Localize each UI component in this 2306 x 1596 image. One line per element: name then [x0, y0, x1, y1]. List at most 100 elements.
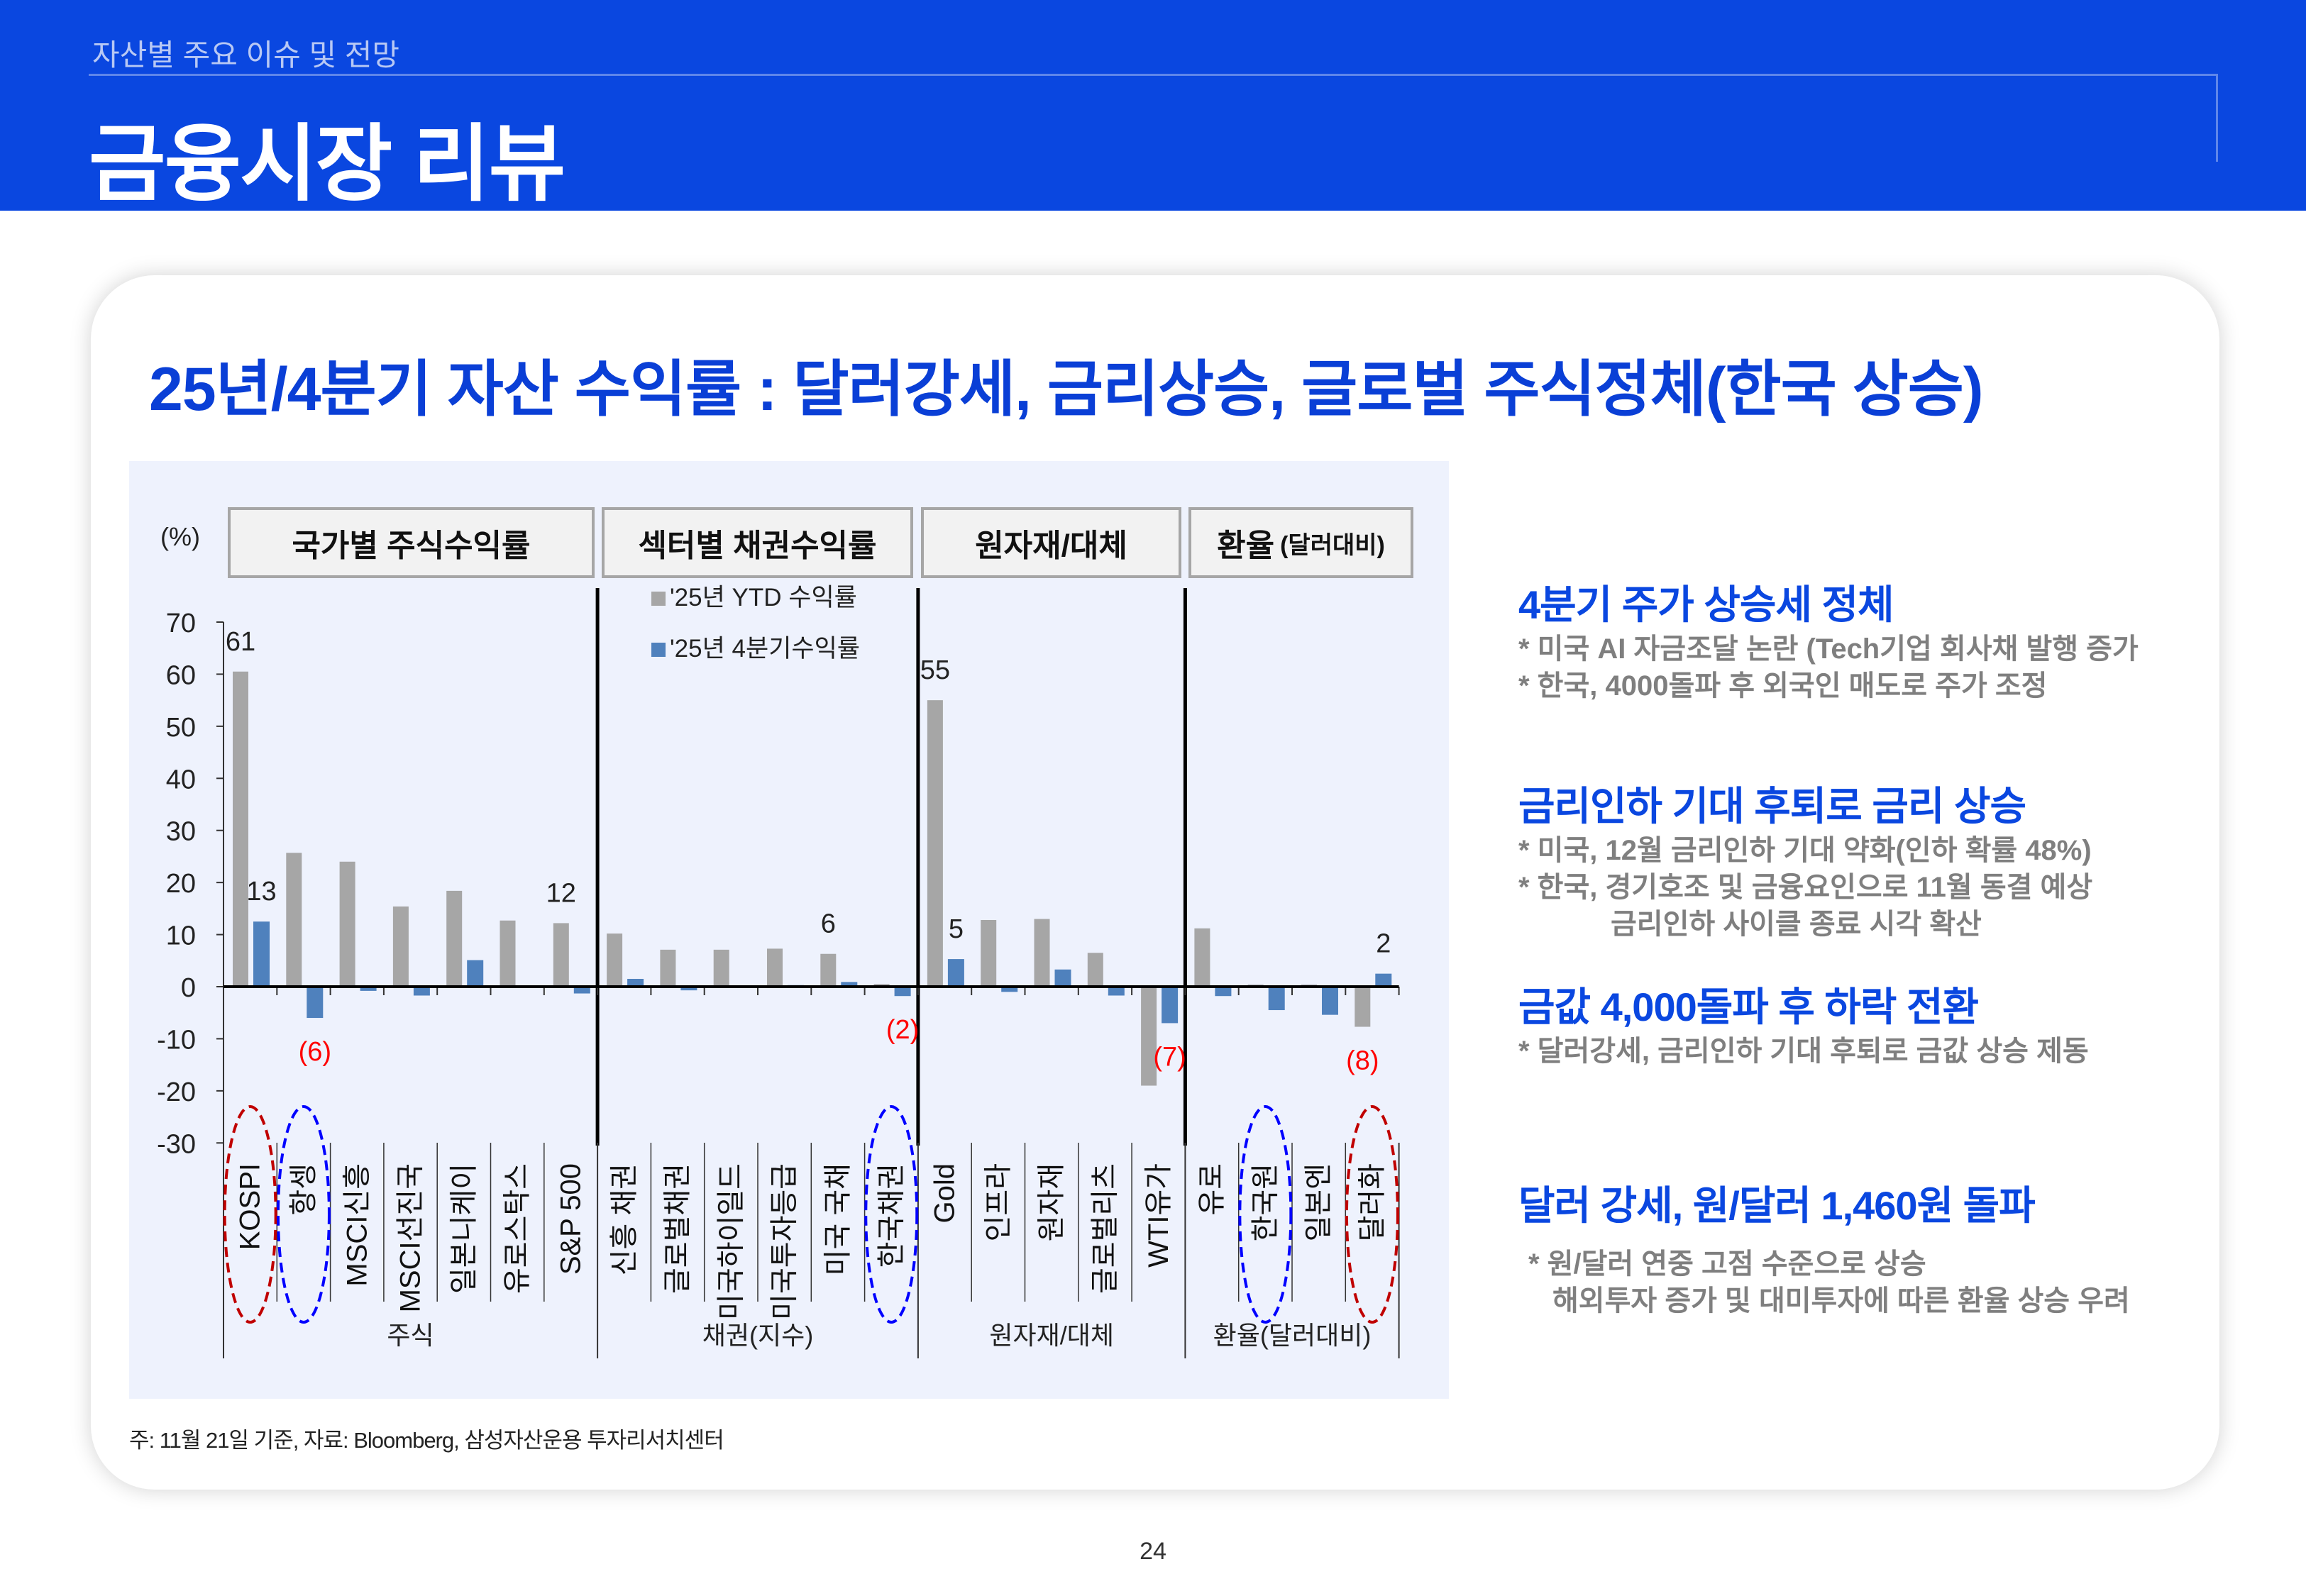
category-label: 글로벌리츠	[1089, 1163, 1120, 1294]
group-header-label: 섹터별 채권수익률	[638, 528, 877, 563]
data-label: 55	[920, 655, 950, 685]
highlight-ellipse	[276, 1105, 331, 1324]
bar-ytd	[713, 949, 729, 987]
insight-line: * 미국, 12월 금리인하 기대 약화(인하 확률 48%)	[1518, 835, 2092, 866]
bar-q4	[627, 978, 644, 987]
group-header-label: 환율	[1217, 528, 1275, 563]
category-label: MSCI신흥	[341, 1163, 373, 1287]
bar-ytd	[767, 948, 783, 987]
bar-ytd	[339, 861, 355, 987]
bar-q4	[841, 982, 858, 987]
bar-ytd	[392, 906, 409, 987]
insight-line: * 한국, 경기호조 및 금융요인으로 11월 동결 예상	[1518, 872, 2093, 903]
category-label: 글로벌채권	[662, 1163, 693, 1294]
legend-label: '25년 4분기수익률	[670, 635, 860, 663]
page-title: 금융시장 리뷰	[89, 118, 566, 211]
bar-ytd	[1355, 987, 1371, 1027]
insight-line: * 달러강세, 금리인하 기대 후퇴로 금값 상승 제동	[1518, 1036, 2089, 1067]
bar-ytd	[927, 700, 943, 987]
bar-ytd	[820, 953, 837, 987]
y-tick-label: 0	[181, 973, 196, 1003]
y-tick-label: -20	[157, 1077, 196, 1107]
data-label: 12	[546, 878, 576, 908]
bar-q4	[1268, 987, 1285, 1011]
group-header-commodities: 원자재/대체	[921, 507, 1181, 578]
data-label: (7)	[1153, 1042, 1186, 1072]
group-axis-label: 원자재/대체	[989, 1321, 1114, 1350]
category-label: 신흥 채권	[609, 1163, 640, 1275]
bar-q4	[1375, 973, 1392, 987]
bar-q4	[894, 987, 911, 997]
category-label: 항셍	[288, 1163, 319, 1216]
group-header-label: 원자재/대체	[975, 528, 1127, 563]
bar-q4	[360, 987, 377, 991]
bar-q4	[1162, 987, 1179, 1024]
bar-ytd	[607, 933, 623, 987]
category-label: 일본니케이	[448, 1163, 480, 1294]
bar-ytd	[1087, 953, 1103, 987]
category-label: 한국채권	[876, 1163, 907, 1268]
header-bar: 자산별 주요 이슈 및 전망 금융시장 리뷰	[0, 0, 2306, 211]
category-label: 일본엔	[1303, 1163, 1335, 1241]
y-tick-label: 70	[166, 609, 196, 638]
category-label: MSCI선진국	[395, 1163, 426, 1312]
bar-ytd	[286, 853, 302, 987]
data-label: 6	[821, 909, 836, 939]
bar-ytd	[1141, 987, 1157, 1086]
group-header-bonds: 섹터별 채권수익률	[602, 507, 913, 578]
category-label: KOSPI	[235, 1163, 266, 1250]
group-axis-label: 환율(달러대비)	[1213, 1321, 1372, 1350]
group-header-stocks: 국가별 주식수익률	[228, 507, 595, 578]
source-note: 주: 11월 21일 기준, 자료: Bloomberg, 삼성자산운용 투자리…	[129, 1428, 724, 1453]
group-header-label: 국가별 주식수익률	[292, 528, 531, 563]
data-label: (8)	[1346, 1046, 1379, 1076]
insight-line: * 한국, 4000돌파 후 외국인 매도로 주가 조정	[1518, 670, 2048, 702]
category-label: WTI유가	[1143, 1163, 1174, 1268]
bar-q4	[573, 987, 590, 994]
insight-gold: 금값 4,000돌파 후 하락 전환 * 달러강세, 금리인하 기대 후퇴로 금…	[1518, 975, 2228, 1070]
data-label: 61	[226, 627, 255, 657]
bar-ytd	[446, 890, 463, 987]
y-tick-label: -30	[157, 1129, 196, 1159]
category-label: 미국 국채	[822, 1163, 854, 1275]
bar-ytd	[660, 949, 676, 987]
category-label: 달러화	[1357, 1163, 1388, 1241]
bar-q4	[1108, 987, 1125, 996]
bar-q4	[307, 987, 324, 1019]
bar-q4	[1001, 987, 1018, 992]
y-tick-label: 50	[166, 713, 196, 743]
data-label: 5	[949, 914, 964, 944]
section-subtitle: 자산별 주요 이슈 및 전망	[92, 38, 400, 72]
bar-q4	[680, 987, 697, 991]
bar-q4	[947, 959, 964, 987]
y-tick-label: 40	[166, 765, 196, 794]
bar-q4	[253, 921, 270, 987]
group-axis-label: 주식	[387, 1321, 434, 1350]
y-tick-label: -10	[157, 1025, 196, 1055]
bar-ytd	[500, 920, 516, 987]
y-tick-label: 30	[166, 817, 196, 847]
insight-line: 해외투자 증가 및 대미투자에 따른 환율 상승 우려	[1552, 1285, 2130, 1317]
category-label: 한국원	[1249, 1163, 1281, 1241]
insight-title: 금값 4,000돌파 후 하락 전환	[1518, 985, 1979, 1029]
category-label: 유로	[1196, 1163, 1228, 1216]
data-label: (6)	[299, 1037, 331, 1067]
bar-q4	[1322, 987, 1338, 1015]
legend-swatch	[651, 592, 666, 606]
bar-ytd	[233, 671, 248, 987]
y-tick-label: 20	[166, 869, 196, 899]
slide-heading: 25년/4분기 자산 수익률 : 달러강세, 금리상승, 글로벌 주식정체(한국…	[149, 355, 1983, 423]
highlight-ellipse	[1345, 1105, 1399, 1324]
insight-title: 금리인하 기대 후퇴로 금리 상승	[1518, 784, 2026, 829]
group-header-fx: 환율 (달러대비)	[1188, 507, 1413, 578]
insight-title: 4분기 주가 상승세 정체	[1518, 582, 1894, 627]
data-label: (2)	[886, 1015, 919, 1045]
header-divider	[89, 74, 2217, 76]
category-label: 미국투자등급	[769, 1163, 800, 1320]
y-tick-label: 10	[166, 921, 196, 951]
highlight-ellipse	[1238, 1105, 1293, 1324]
page-number: 24	[1140, 1538, 1166, 1565]
bar-ytd	[1194, 928, 1210, 987]
legend-swatch	[651, 643, 666, 657]
